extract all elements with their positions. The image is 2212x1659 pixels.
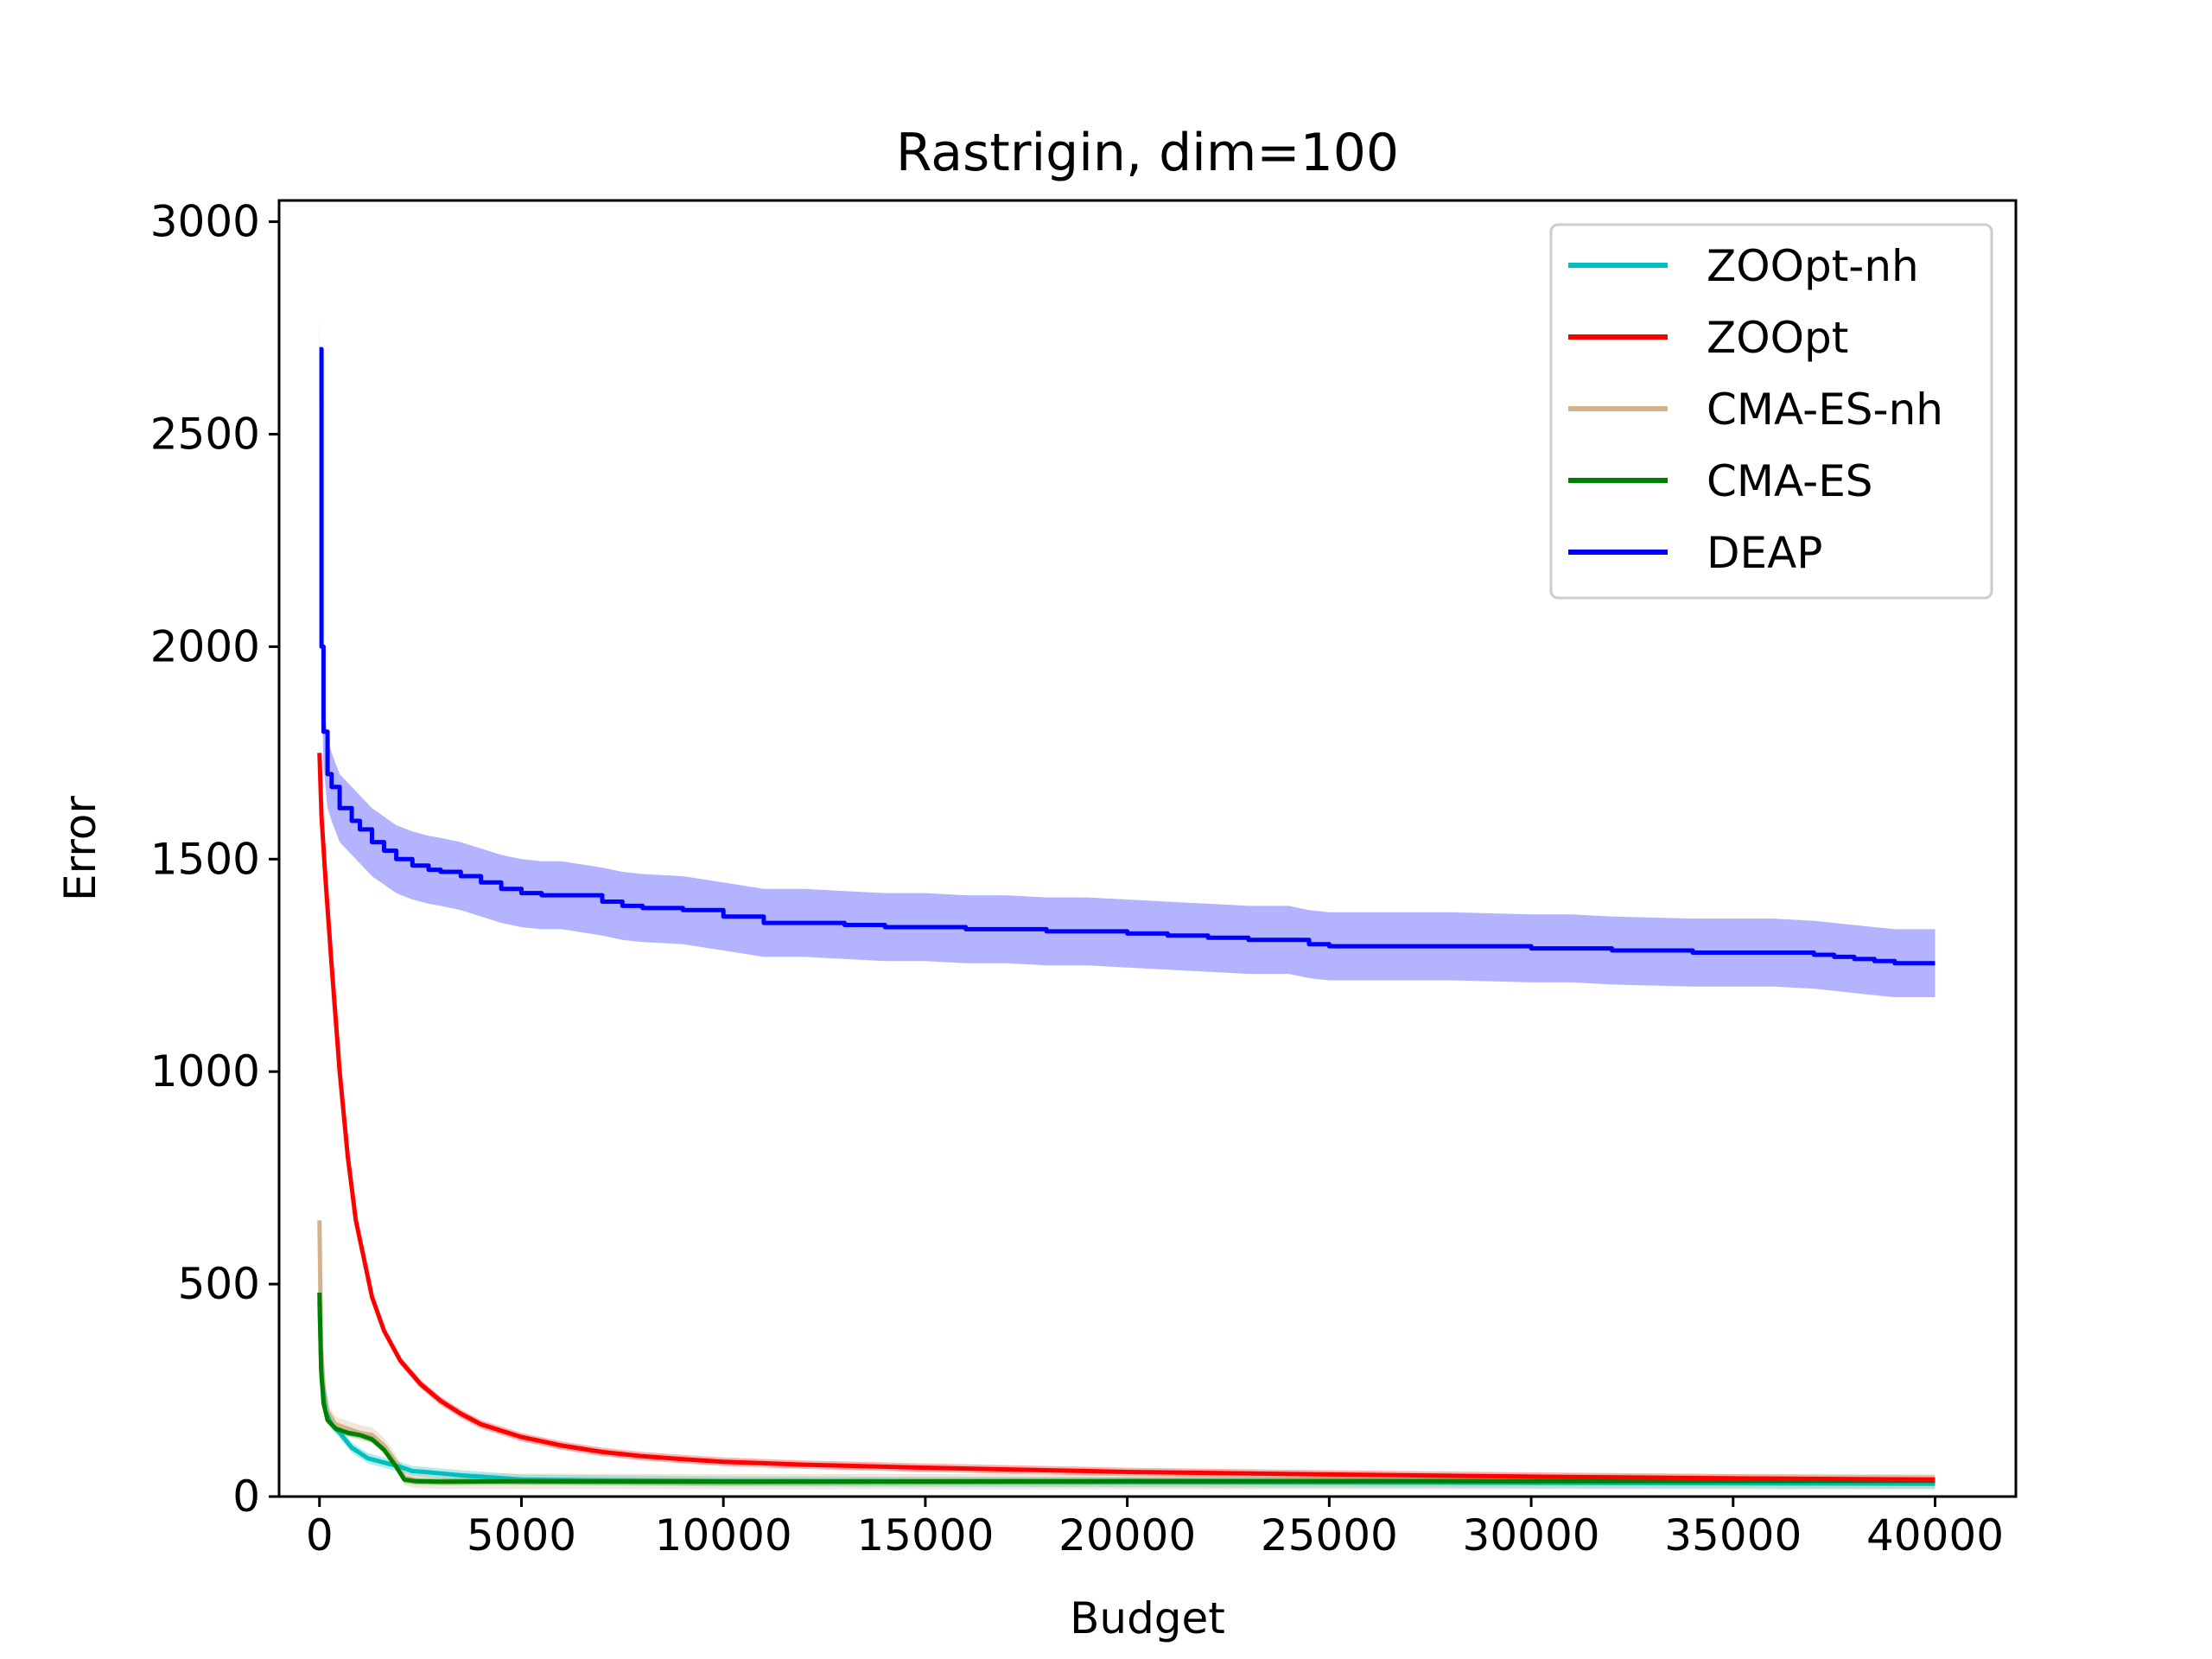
series-line-cma-es [317,1292,1936,1484]
legend-label: CMA-ES [1707,456,1873,506]
legend-items: ZOOpt-nh ZOOpt CMA-ES-nh CMA-ES DEAP [1568,241,1943,578]
legend-label: DEAP [1707,528,1822,578]
chart-title: Rastrigin, dim=100 [896,123,1399,183]
confidence-bands [319,315,1936,1490]
y-tick-label: 1000 [150,1046,260,1096]
y-tick-label: 0 [232,1471,260,1522]
y-axis-label: Error [55,796,105,901]
legend-label: ZOOpt-nh [1707,241,1919,291]
x-tick-label: 10000 [655,1510,792,1560]
legend-label: ZOOpt [1707,313,1848,363]
series-line-zoopt [317,753,1936,1482]
x-tick-label: 20000 [1058,1510,1196,1560]
x-tick-label: 5000 [467,1510,576,1560]
legend-box [1549,223,1993,600]
y-tick-label: 2000 [150,621,260,671]
x-axis-label: Budget [1070,1593,1225,1643]
x-tick-label: 40000 [1866,1510,2004,1560]
legend-label: CMA-ES-nh [1707,385,1943,435]
axes-frame [277,199,2018,1498]
x-tick-label: 0 [306,1510,334,1560]
series-lines [317,346,1936,1486]
y-tick-label: 500 [178,1259,260,1309]
band-deap [319,315,1936,998]
legend: ZOOpt-nh ZOOpt CMA-ES-nh CMA-ES DEAP [1549,223,1993,600]
x-tick-label: 30000 [1463,1510,1600,1560]
series-line-deap [319,346,1936,966]
y-axis-ticks: 0 500 1000 1500 2000 2500 3000 [150,197,279,1522]
x-tick-label: 25000 [1261,1510,1398,1560]
x-axis-ticks: 0 5000 10000 15000 20000 25000 30000 35000 40000 [306,1497,2004,1560]
x-tick-label: 35000 [1664,1510,1802,1560]
y-tick-label: 2500 [150,409,260,459]
x-tick-label: 15000 [856,1510,994,1560]
y-tick-label: 1500 [150,834,260,884]
y-tick-label: 3000 [150,197,260,247]
